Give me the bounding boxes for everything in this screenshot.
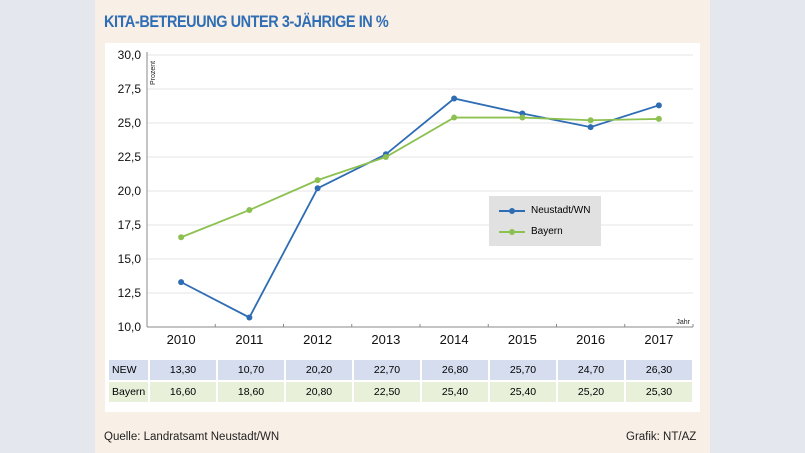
data-point-neustadt bbox=[314, 185, 321, 192]
data-point-neustadt bbox=[178, 279, 185, 286]
row-label: NEW bbox=[109, 360, 148, 380]
graphic-credit: Grafik: NT/AZ bbox=[626, 431, 697, 443]
table-row-bayern: Bayern 16,60 18,60 20,80 22,50 25,40 25,… bbox=[109, 382, 692, 402]
table-cell: 26,30 bbox=[626, 360, 692, 380]
table-cell: 18,60 bbox=[218, 382, 284, 402]
legend-item-bayern: Bayern bbox=[499, 226, 563, 237]
x-tick-label: 2012 bbox=[303, 332, 332, 347]
x-tick-label: 2011 bbox=[235, 332, 263, 347]
y-axis-label: Prozent bbox=[150, 61, 157, 85]
y-tick-label: 22,5 bbox=[118, 150, 142, 164]
table-cell: 25,40 bbox=[490, 382, 556, 402]
legend-label: Bayern bbox=[531, 226, 563, 237]
table-row-new: NEW 13,30 10,70 20,20 22,70 26,80 25,70 … bbox=[109, 360, 692, 380]
table-cell: 25,20 bbox=[558, 382, 624, 402]
y-tick-label: 15,0 bbox=[118, 252, 142, 266]
x-tick-label: 2017 bbox=[644, 332, 673, 347]
legend-marker-bayern bbox=[499, 228, 525, 235]
data-point-bayern bbox=[587, 117, 594, 124]
y-tick-label: 20,0 bbox=[118, 184, 142, 198]
table-cell: 25,70 bbox=[490, 360, 556, 380]
data-point-bayern bbox=[382, 154, 389, 160]
row-label: Bayern bbox=[109, 382, 148, 402]
data-table: NEW 13,30 10,70 20,20 22,70 26,80 25,70 … bbox=[107, 358, 694, 404]
table-cell: 26,80 bbox=[422, 360, 488, 380]
data-point-bayern bbox=[178, 234, 185, 241]
y-tick-label: 17,5 bbox=[118, 218, 142, 232]
x-tick-label: 2014 bbox=[440, 332, 469, 347]
data-point-neustadt bbox=[655, 102, 662, 109]
data-point-neustadt bbox=[451, 95, 458, 102]
series-line-neustadt bbox=[180, 97, 660, 319]
y-tick-label: 12,5 bbox=[118, 286, 142, 300]
table-cell: 13,30 bbox=[150, 360, 216, 380]
source-note: Quelle: Landratsamt Neustadt/WN bbox=[104, 431, 280, 443]
legend-label: Neustadt/WN bbox=[531, 205, 591, 216]
legend-item-neustadt: Neustadt/WN bbox=[499, 205, 590, 216]
table-cell: 20,80 bbox=[286, 382, 352, 402]
table-cell: 24,70 bbox=[558, 360, 624, 380]
table-cell: 10,70 bbox=[218, 360, 284, 380]
data-point-bayern bbox=[519, 114, 526, 121]
table-cell: 25,30 bbox=[626, 382, 692, 402]
table-cell: 22,50 bbox=[354, 382, 420, 402]
legend-marker-neustadt bbox=[499, 207, 525, 214]
y-tick-label: 25,0 bbox=[118, 116, 142, 130]
data-point-neustadt bbox=[587, 124, 594, 131]
x-axis-label: Jahr bbox=[676, 319, 690, 326]
y-tick-label: 10,0 bbox=[118, 320, 142, 334]
x-tick-label: 2013 bbox=[371, 332, 400, 347]
x-tick-label: 2015 bbox=[508, 332, 537, 347]
x-tick-label: 2016 bbox=[576, 332, 605, 347]
x-tick-label: 2010 bbox=[167, 332, 196, 347]
y-tick-label: 27,5 bbox=[118, 82, 142, 96]
table-cell: 20,20 bbox=[286, 360, 352, 380]
table-cell: 16,60 bbox=[150, 382, 216, 402]
y-tick-label: 30,0 bbox=[118, 48, 142, 62]
data-point-bayern bbox=[655, 115, 662, 122]
data-point-bayern bbox=[451, 114, 458, 121]
table-cell: 22,70 bbox=[354, 360, 420, 380]
chart-title: KITA-BETREUUNG UNTER 3-JÄHRIGE IN % bbox=[104, 12, 389, 31]
data-point-bayern bbox=[246, 207, 253, 214]
data-point-neustadt bbox=[246, 314, 253, 321]
legend: Neustadt/WN Bayern bbox=[489, 196, 601, 246]
table-cell: 25,40 bbox=[422, 382, 488, 402]
data-point-bayern bbox=[314, 177, 321, 184]
series-line-bayern bbox=[180, 116, 659, 239]
